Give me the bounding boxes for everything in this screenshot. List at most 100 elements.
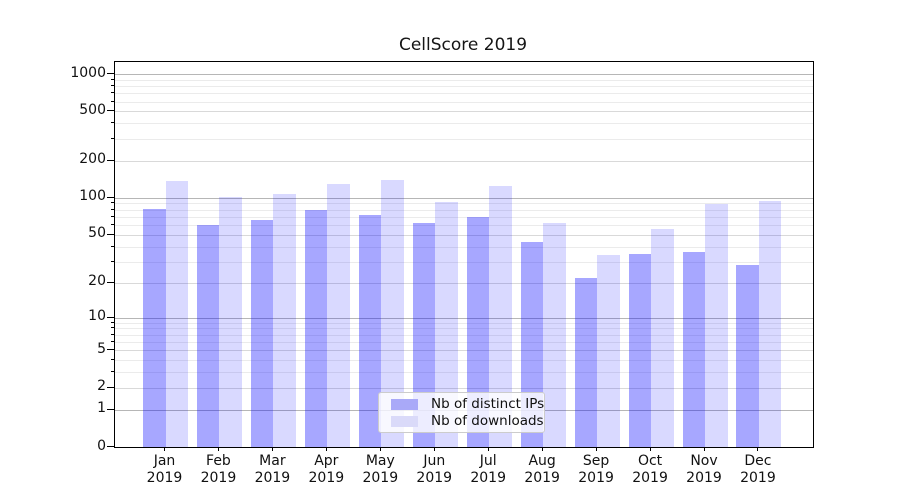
x-tick-month: Feb xyxy=(206,453,231,469)
plot-area xyxy=(114,60,814,448)
y-tick-label: 1000 xyxy=(70,64,106,81)
y-minor-tick-mark xyxy=(110,202,114,204)
bar-distinct-ips xyxy=(358,215,382,447)
x-tick-year: 2019 xyxy=(524,470,560,486)
x-tick-mark xyxy=(325,447,327,451)
bar-distinct-ips xyxy=(736,265,759,447)
y-minor-tick-mark xyxy=(110,100,114,102)
x-tick-month: Dec xyxy=(744,453,772,469)
y-tick-label: 50 xyxy=(88,225,106,242)
bar-downloads xyxy=(758,201,782,447)
y-tick-label: 2 xyxy=(97,378,106,395)
minor-gridline xyxy=(115,209,813,211)
y-tick-mark xyxy=(106,73,114,75)
y-minor-tick-mark xyxy=(110,224,114,226)
legend-row: Nb of downloads xyxy=(387,413,544,429)
x-tick-label: Jan 2019 xyxy=(130,453,200,487)
x-tick-label: Sep 2019 xyxy=(561,453,631,487)
legend: Nb of distinct IPs Nb of downloads xyxy=(378,392,545,433)
y-minor-tick-mark xyxy=(110,85,114,87)
x-tick-mark xyxy=(703,447,705,451)
bar-distinct-ips xyxy=(628,253,652,447)
minor-gridline xyxy=(115,372,813,374)
major-gridline xyxy=(115,282,813,284)
x-tick-month: Oct xyxy=(637,453,663,469)
y-minor-tick-mark xyxy=(110,208,114,210)
x-tick-month: Nov xyxy=(690,453,718,469)
y-tick-mark xyxy=(106,408,114,410)
x-tick-year: 2019 xyxy=(578,470,614,486)
x-tick-year: 2019 xyxy=(686,470,722,486)
y-tick-mark xyxy=(106,110,114,112)
x-tick-year: 2019 xyxy=(200,470,237,486)
x-tick-mark xyxy=(433,447,435,451)
y-minor-tick-mark xyxy=(110,333,114,335)
y-tick-mark xyxy=(106,159,114,161)
y-minor-tick-mark xyxy=(110,245,114,247)
x-tick-year: 2019 xyxy=(362,470,399,486)
legend-label: Nb of distinct IPs xyxy=(431,396,545,412)
x-tick-mark xyxy=(217,447,219,451)
y-tick-label: 20 xyxy=(88,273,106,290)
x-tick-label: Oct 2019 xyxy=(615,453,685,487)
x-tick-label: Mar 2019 xyxy=(237,453,307,487)
x-tick-label: Apr 2019 xyxy=(291,453,361,487)
y-minor-tick-mark xyxy=(110,78,114,80)
y-minor-tick-mark xyxy=(110,137,114,139)
x-tick-month: Jul xyxy=(479,453,497,469)
bar-distinct-ips xyxy=(466,216,490,447)
minor-gridline xyxy=(115,216,813,218)
x-tick-label: Feb 2019 xyxy=(183,453,253,487)
y-tick-mark xyxy=(106,233,114,235)
bar-distinct-ips xyxy=(682,252,705,447)
y-minor-tick-mark xyxy=(110,92,114,94)
x-tick-year: 2019 xyxy=(416,470,453,486)
x-tick-month: Apr xyxy=(314,453,339,469)
minor-gridline xyxy=(115,93,813,95)
x-tick-label: Jul 2019 xyxy=(453,453,523,487)
y-minor-tick-mark xyxy=(110,215,114,217)
major-gridline xyxy=(115,234,813,236)
minor-gridline xyxy=(115,203,813,205)
x-tick-year: 2019 xyxy=(470,470,506,486)
minor-gridline xyxy=(115,360,813,362)
x-tick-mark xyxy=(541,447,543,451)
x-tick-label: Dec 2019 xyxy=(723,453,793,487)
minor-gridline xyxy=(115,225,813,227)
bar-downloads xyxy=(489,185,512,447)
y-minor-tick-mark xyxy=(110,371,114,373)
major-gridline xyxy=(115,160,813,162)
major-gridline xyxy=(115,111,813,113)
legend-swatch-downloads xyxy=(391,415,418,427)
legend-swatch-distinct-ips xyxy=(391,398,418,410)
bar-downloads xyxy=(543,223,566,447)
y-minor-tick-mark xyxy=(110,327,114,329)
y-minor-tick-mark xyxy=(110,321,114,323)
y-tick-label: 200 xyxy=(79,151,106,168)
bar-downloads xyxy=(381,180,404,447)
chart-title: CellScore 2019 xyxy=(398,35,528,55)
y-tick-mark xyxy=(106,446,114,447)
major-gridline xyxy=(115,387,813,389)
minor-gridline xyxy=(115,246,813,248)
minor-gridline xyxy=(115,79,813,81)
minor-gridline xyxy=(115,261,813,263)
bar-downloads xyxy=(273,193,296,447)
x-tick-label: Aug 2019 xyxy=(507,453,577,487)
x-tick-mark xyxy=(757,447,759,451)
bar-downloads xyxy=(597,255,620,447)
x-tick-month: Jun xyxy=(423,453,446,469)
bar-downloads xyxy=(219,196,242,447)
legend-row: Nb of distinct IPs xyxy=(387,396,544,412)
x-tick-year: 2019 xyxy=(632,470,668,486)
x-tick-year: 2019 xyxy=(740,470,776,486)
bar-distinct-ips xyxy=(412,223,436,447)
x-tick-mark xyxy=(487,447,489,451)
minor-gridline xyxy=(115,123,813,125)
x-tick-label: Jun 2019 xyxy=(399,453,469,487)
x-tick-month: Aug xyxy=(528,453,556,469)
x-tick-label: Nov 2019 xyxy=(669,453,739,487)
x-tick-year: 2019 xyxy=(254,470,291,486)
x-tick-year: 2019 xyxy=(308,470,345,486)
minor-gridline xyxy=(115,334,813,336)
